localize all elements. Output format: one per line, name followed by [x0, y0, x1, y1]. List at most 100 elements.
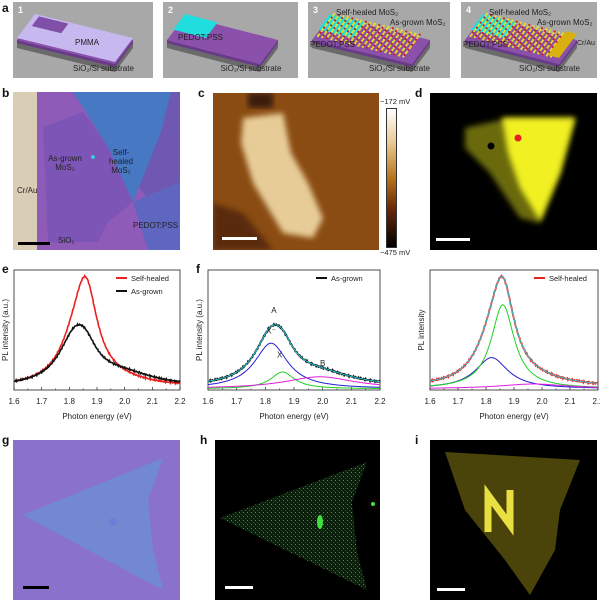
mos2-atom [529, 36, 532, 39]
mos2-atom [380, 42, 383, 45]
mos2-atom [504, 21, 507, 25]
mos2-atom [358, 29, 361, 32]
mos2-atom [342, 21, 346, 24]
mos2-atom [531, 26, 534, 29]
legend-label: As-grown [331, 274, 363, 283]
mos2-atom [354, 20, 357, 23]
mos2-atom [368, 43, 372, 46]
mos2-atom [380, 34, 384, 37]
mos2-atom [390, 42, 393, 45]
mos2-atom [515, 40, 518, 43]
mos2-atom [357, 36, 361, 40]
mos2-atom [399, 52, 402, 55]
mos2-atom [535, 27, 538, 30]
pl-map-d [430, 93, 597, 250]
fit-component-X⁻-line [207, 342, 380, 388]
mos2-atom [521, 46, 524, 49]
mos2-atom [386, 47, 390, 50]
mos2-atom [406, 42, 409, 45]
mos2-atom [354, 34, 357, 37]
mos2-atom [520, 47, 523, 51]
mos2-atom [369, 35, 372, 38]
mos2-atom [367, 45, 370, 48]
step-number: 3 [313, 5, 319, 15]
mos2-atom [339, 40, 342, 43]
mos2-atom [347, 36, 350, 39]
y-axis-label: PL intensity (a.u.) [1, 299, 10, 361]
mos2-atom [536, 26, 539, 29]
mos2-atom [418, 33, 421, 36]
panel-label-e: e [2, 262, 9, 276]
step-number: 4 [466, 5, 472, 15]
mos2-atom [532, 38, 535, 42]
mos2-atom [528, 43, 531, 47]
mos2-atom [326, 29, 329, 32]
mos2-atom [535, 47, 538, 50]
mos2-atom [412, 41, 415, 45]
mos2-atom [547, 38, 550, 41]
mos2-atom [350, 25, 353, 28]
mos2-atom [525, 41, 528, 44]
mos2-atom [528, 50, 531, 53]
panel-label-d: d [415, 86, 423, 100]
mos2-atom [532, 31, 536, 34]
mos2-atom [519, 41, 523, 44]
mos2-atom [548, 37, 551, 40]
mos2-atom [328, 33, 331, 36]
mos2-atom [509, 35, 512, 38]
mos2-atom [375, 41, 379, 44]
mos2-atom [377, 39, 380, 42]
label-substrate: SiO₂/Si substrate [519, 64, 580, 73]
mos2-atom [325, 23, 328, 26]
fit-component-B-line [430, 383, 599, 389]
step-number: 1 [18, 5, 24, 15]
mos2-atom [506, 26, 509, 29]
mos2-atom [497, 38, 500, 41]
panel-label-c: c [198, 86, 205, 100]
mos2-atom [526, 33, 529, 36]
mos2-atom [486, 19, 489, 22]
mos2-atom [485, 20, 488, 24]
mos2-atom [373, 36, 377, 39]
mos2-atom [373, 22, 376, 25]
mos2-atom [536, 46, 539, 49]
mos2-atom [512, 31, 515, 34]
mos2-atom [540, 27, 544, 30]
mos2-atom [541, 39, 544, 42]
mos2-atom [349, 40, 352, 43]
mos2-atom [485, 26, 488, 30]
mos2-atom [368, 37, 371, 40]
mos2-atom [363, 36, 366, 39]
mos2-atom [491, 38, 495, 41]
mos2-atom [481, 32, 484, 35]
x-axis-label: Photon energy (eV) [479, 412, 549, 421]
mos2-atom [408, 47, 411, 50]
mos2-atom [532, 44, 535, 48]
scale-bar [222, 237, 257, 240]
colorbar [386, 108, 397, 248]
mos2-atom [499, 34, 503, 37]
mos2-atom [524, 42, 527, 46]
mos2-atom [381, 26, 384, 29]
mos2-atom [470, 33, 473, 36]
as-grown-mos2-region [43, 112, 133, 242]
mos2-atom [400, 29, 403, 32]
schematic-step-1: 1 SiO₂/Si substrate PMMA [13, 2, 153, 78]
mos2-atom [337, 21, 340, 25]
mos2-atom [339, 26, 342, 29]
pl-spectra-charts: 1.6 1.7 1.8 1.9 2.0 2.1 2.2 Photon energy (eV) P… [1, 269, 600, 421]
mos2-atom [373, 44, 376, 47]
mos2-atom [372, 38, 375, 41]
mos2-atom [510, 41, 513, 44]
mos2-atom [409, 39, 412, 42]
x-tick-label: 2.2 [174, 397, 186, 406]
mos2-atom [498, 16, 501, 19]
mos2-atom [512, 37, 515, 41]
mos2-atom [534, 49, 537, 52]
self-healed-spot-marker [514, 134, 522, 142]
mos2-atom [472, 31, 475, 34]
mos2-atom [534, 29, 537, 32]
schematic-step-3: 3 SiO₂/Si substrate PEDOT:PSS Self-healed M… [308, 2, 450, 78]
mos2-atom [539, 48, 542, 52]
mos2-atom [390, 28, 393, 31]
